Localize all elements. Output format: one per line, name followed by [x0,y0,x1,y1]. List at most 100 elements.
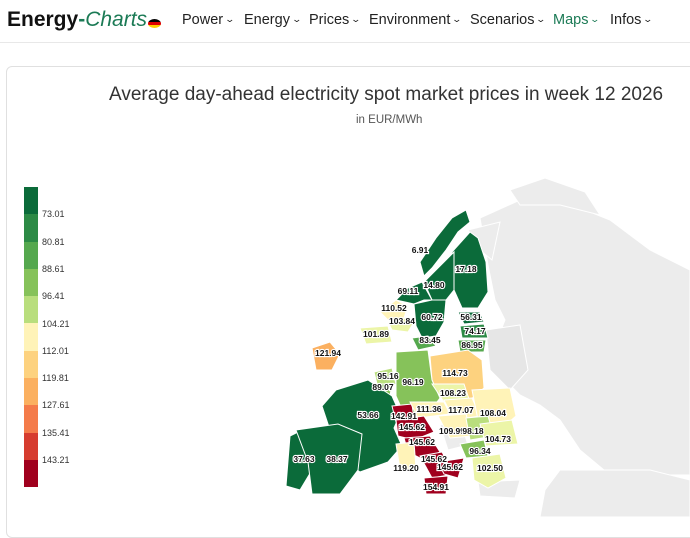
region-norway-west[interactable] [379,299,409,321]
nav-item-environment[interactable]: Environment⌄ [369,0,463,40]
price-label-denmark-west: 101.89 [363,329,389,339]
price-label-norway-central: 69.11 [398,286,419,296]
region-estonia[interactable] [457,311,485,325]
site-logo[interactable]: Energy-Charts [7,6,147,34]
legend-swatch [24,350,38,379]
legend-swatch [24,459,38,488]
region-norway-north[interactable] [419,209,471,277]
price-label-bulgaria: 104.73 [485,434,511,444]
price-label-poland: 114.73 [442,368,468,378]
price-label-romania: 108.04 [480,408,506,418]
region-norway-south[interactable] [387,317,415,333]
legend-tick-label: 135.41 [42,427,70,438]
price-label-hungary: 109.99 [439,426,465,436]
map-title: Average day-ahead electricity spot marke… [109,84,664,105]
region-finland[interactable] [451,231,489,309]
legend-tick-label: 104.21 [42,318,70,329]
price-label-norway-north: 6.91 [412,245,429,255]
legend-swatch [24,296,38,324]
chevron-down-icon: ⌄ [535,14,547,24]
price-label-ireland: 121.94 [315,348,341,358]
region-sweden-south[interactable] [413,299,447,339]
price-label-greece: 102.50 [477,463,503,473]
region-lithuania[interactable] [457,339,487,353]
legend-swatch [24,268,38,297]
region-sicily[interactable] [423,475,449,495]
legend-tick-label: 127.61 [42,400,70,411]
legend-swatch [24,241,38,269]
legend-tick-label: 143.21 [42,455,70,465]
price-label-sardinia: 119.20 [393,463,419,473]
region-ireland[interactable] [311,341,341,371]
price-label-switzerland: 142.91 [391,411,417,421]
legend-tick-label: 88.61 [42,263,65,274]
price-labels: 6.91 17.18 14.80 69.11 110.52 103.84 60.72 56.3… [292,244,512,493]
region-italy-calabria[interactable] [437,457,465,479]
nav-item-infos[interactable]: Infos⌄ [610,0,654,40]
price-label-norway-west: 110.52 [381,303,407,313]
price-label-lithuania: 86.95 [461,340,483,350]
europe-price-map: 6.91 17.18 14.80 69.11 110.52 103.84 60.72 56.3… [285,177,690,517]
chevron-down-icon: ⌄ [224,14,236,24]
region-austria[interactable] [409,401,451,419]
germany-flag-icon[interactable] [148,19,161,28]
price-label-belgium: 89.07 [372,382,394,392]
legend-swatch [24,405,38,433]
logo-dash: - [78,8,86,31]
legend-swatch [24,432,38,460]
price-label-czechia: 108.23 [440,388,466,398]
price-label-italy-south: 145.62 [421,454,447,464]
price-label-austria: 111.36 [416,404,441,414]
nav-item-scenarios[interactable]: Scenarios⌄ [470,0,547,40]
region-denmark-east[interactable] [411,335,437,351]
price-label-italy-north: 145.62 [399,422,425,432]
price-label-serbia: 98.18 [462,426,484,436]
chevron-down-icon: ⌄ [350,14,362,24]
top-nav: Energy-Charts Power⌄ Energy⌄ Prices⌄ Env… [0,0,690,43]
price-label-italy-calabria: 145.62 [437,462,463,472]
price-label-slovakia-hungary: 117.07 [448,405,474,415]
legend-swatch [24,378,38,406]
nav-item-prices[interactable]: Prices⌄ [309,0,362,40]
nav-item-maps[interactable]: Maps⌄ [553,0,601,40]
logo-word-energy: Energy [7,8,79,31]
price-label-norway-south: 103.84 [389,316,415,326]
price-label-spain: 38.37 [326,454,348,464]
chevron-down-icon: ⌄ [642,14,654,24]
logo-word-charts: Charts [85,8,148,31]
legend-tick-label: 119.81 [42,373,69,384]
legend-tick-label: 112.01 [42,345,69,356]
legend-tick-label: 73.01 [42,209,65,220]
price-label-denmark-east: 83.45 [419,335,441,345]
nav-item-energy[interactable]: Energy⌄ [244,0,303,40]
region-bulgaria[interactable] [479,419,519,447]
chevron-down-icon: ⌄ [589,14,601,24]
color-scale-legend [24,187,38,488]
price-label-italy-central: 145.62 [409,437,435,447]
nav-item-power[interactable]: Power⌄ [182,0,236,40]
price-label-sweden-north: 14.80 [423,280,445,290]
price-label-germany: 96.19 [402,377,424,387]
region-denmark-west[interactable] [359,325,393,345]
market-regions [285,209,519,495]
price-label-netherlands: 95.16 [377,371,399,381]
chevron-down-icon: ⌄ [291,14,303,24]
chevron-down-icon: ⌄ [451,14,463,24]
region-greece[interactable] [471,453,507,489]
legend-swatch [24,323,38,351]
price-label-portugal: 37.63 [293,454,315,464]
price-label-france: 53.66 [357,410,379,420]
map-subtitle: in EUR/MWh [356,114,423,126]
price-label-finland: 17.18 [455,264,477,274]
region-sardinia[interactable] [395,441,417,471]
legend-tick-label: 96.41 [42,291,65,302]
legend-swatch [24,214,38,242]
price-label-sicily: 154.91 [423,482,449,492]
region-spain[interactable] [295,423,363,495]
price-label-latvia: 74.17 [464,326,486,336]
region-latvia[interactable] [459,323,489,339]
price-label-sweden-south: 60.72 [421,312,443,322]
legend-tick-label: 80.81 [42,236,65,247]
price-label-estonia: 56.31 [460,312,482,322]
price-label-north-macedonia: 96.34 [469,446,491,456]
